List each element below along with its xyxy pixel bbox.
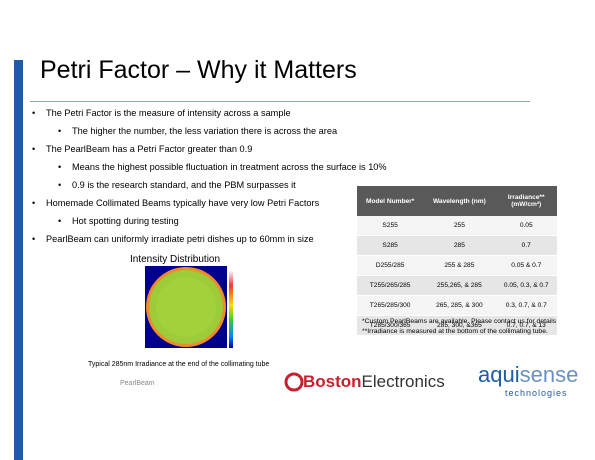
table-cell: D255/285 [357,255,424,276]
logo-aquisense: aquisense [478,362,578,388]
table-cell: T285/300/365 [357,315,424,336]
table-row: D255/285 255 & 285 0.05 & 0.7 [357,255,557,276]
table-note: *Custom PearlBeams are available. Please… [362,318,557,325]
model-table: Model Number* Wavelength (nm) Irradiance**… [357,186,557,336]
bullet: The PearlBeam has a Petri Factor greater… [30,140,360,158]
accent-bar [14,60,23,460]
bullet: PearlBeam can uniformly irradiate petri … [30,230,360,248]
table-row: T285/300/365 285, 300, &365 0.7, 0.7, & 13 [357,315,557,336]
logo-text: sense [519,362,579,387]
figure-caption: Typical 285nm Irradiance at the end of t… [88,361,270,368]
table-row: S285 285 0.7 [357,235,557,256]
table-cell: 0.7 [495,235,557,256]
sub-bullet: The higher the number, the less variatio… [30,122,360,140]
table-wrap: Model Number* Wavelength (nm) Irradiance**… [357,186,557,336]
table-cell: 0.05 & 0.7 [495,255,557,276]
table-cell: 285, 300, &365 [423,315,496,336]
header-cell: Model Number* [357,186,424,216]
logo-tagline: technologies [505,388,568,398]
table-row: T255/265/285 255,265, & 285 0.05, 0.3, & 0… [357,275,557,296]
figure-title: Intensity Distribution [130,254,221,265]
table-cell: 0.05 [495,216,557,236]
table-cell: 0.05, 0.3, & 0.7 [495,275,557,296]
logo-text: Electronics [361,372,445,391]
logo-boston: BostonElectronics [303,372,445,392]
colorbar [229,270,233,348]
table-cell: T255/265/285 [357,275,424,296]
logo-text: Boston [303,372,362,391]
table-cell: T265/285/300 [357,295,424,316]
footer-product: PearlBeam [120,380,155,387]
bullet-list: The Petri Factor is the measure of inten… [30,104,387,248]
sub-bullet: 0.9 is the research standard, and the PB… [30,176,360,194]
logo-icon [284,372,304,392]
sub-bullet: Hot spotting during testing [30,212,360,230]
table-cell: 0.7, 0.7, & 13 [495,315,557,336]
table-row: S255 255 0.05 [357,216,557,236]
bullet: The Petri Factor is the measure of inten… [30,104,360,122]
sub-bullet: Means the highest possible fluctuation i… [30,158,387,176]
table-cell: 265, 285, & 300 [423,295,496,316]
table-cell: S255 [357,216,424,236]
table-row: T265/285/300 265, 285, & 300 0.3, 0.7, & 0… [357,295,557,316]
table-cell: 285 [423,235,496,256]
header-cell: Irradiance** (mW/cm²) [495,186,557,216]
table-cell: 255 [423,216,496,236]
table-cell: 255 & 285 [423,255,496,276]
image-center [156,277,216,337]
table-cell: 255,265, & 285 [423,275,496,296]
header-row: Model Number* Wavelength (nm) Irradiance**… [357,186,557,216]
table-cell: 0.3, 0.7, & 0.7 [495,295,557,316]
logo-text: aqui [478,362,520,387]
slide-title: Petri Factor – Why it Matters [40,56,357,84]
table-cell: S285 [357,235,424,256]
intensity-image [145,266,233,348]
bullet: Homemade Collimated Beams typically have… [30,194,360,212]
title-rule [30,101,530,102]
table-note: **Irradiance is measured at the bottom o… [362,328,548,335]
header-cell: Wavelength (nm) [423,186,496,216]
